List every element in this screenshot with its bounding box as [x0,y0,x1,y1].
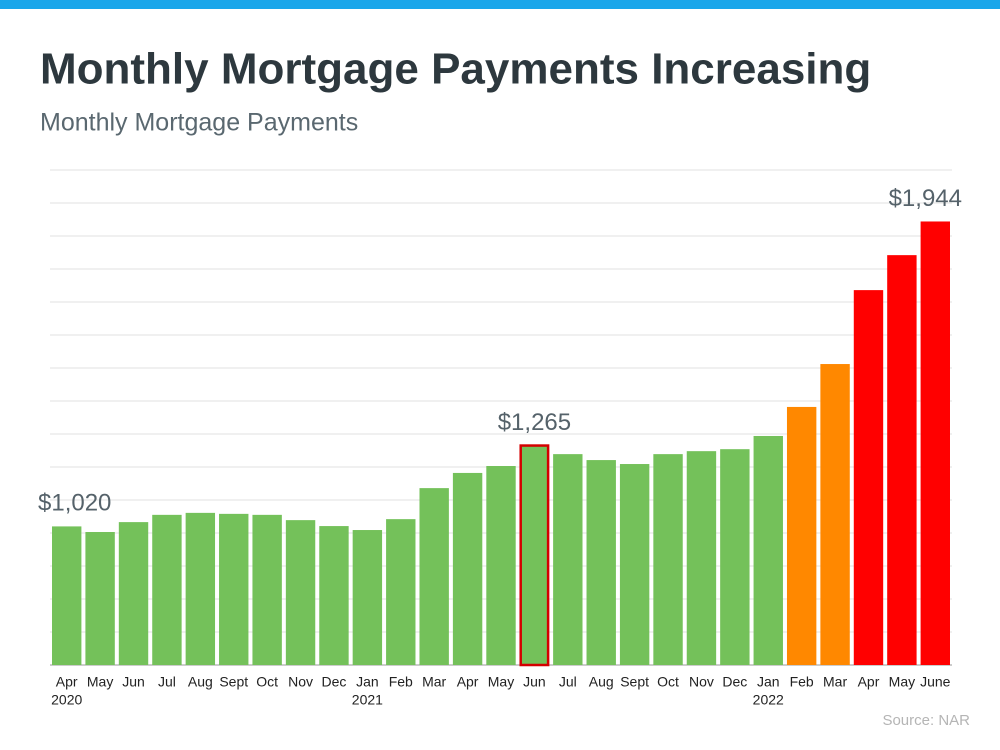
x-tick-label: Sept [620,674,649,690]
year-label: 2021 [352,692,383,708]
chart-title: Monthly Mortgage Payments Increasing [40,45,871,94]
year-label: 2020 [51,692,82,708]
bar [452,472,483,665]
x-tick-label: Feb [790,674,814,690]
x-tick-label: Mar [823,674,847,690]
bar [920,221,950,666]
bar [252,514,282,665]
x-tick-label: Jun [122,674,145,690]
x-tick-label: Jun [523,674,546,690]
bar [553,454,583,665]
x-tick-label: Oct [657,674,679,690]
bar [319,526,349,665]
bar [686,451,717,665]
bar [786,406,817,665]
bar [519,444,550,667]
x-tick-label: Jul [559,674,577,690]
top-strip [0,0,1000,9]
bar [285,520,316,665]
bar [586,460,616,665]
year-label: 2022 [753,692,784,708]
bar [653,454,683,665]
x-tick-label: Dec [722,674,747,690]
x-tick-label: May [87,674,113,690]
x-tick-label: Mar [422,674,446,690]
x-tick-label: Oct [256,674,278,690]
bar [720,449,750,665]
value-label: $1,265 [498,409,571,436]
bar [619,464,650,665]
x-tick-label: Apr [457,674,479,690]
bar [52,526,82,665]
bar [887,255,917,665]
bar [820,364,850,665]
bar [386,519,416,665]
x-tick-label: Dec [322,674,347,690]
bar [853,290,884,665]
x-tick-label: Jul [158,674,176,690]
x-tick-label: Feb [389,674,413,690]
bar [352,530,383,665]
x-tick-label: Nov [689,674,714,690]
x-tick-label: Apr [858,674,880,690]
x-tick-label: Jan [356,674,379,690]
bar [753,435,783,665]
x-tick-label: Nov [288,674,313,690]
source: Source: NAR [882,712,970,729]
x-tick-label: Sept [219,674,248,690]
x-tick-label: May [488,674,514,690]
x-tick-label: Apr [56,674,78,690]
bar [118,522,149,665]
x-tick-label: Aug [589,674,614,690]
chart-subtitle: Monthly Mortgage Payments [40,109,358,137]
bar [219,513,249,665]
bar [152,514,182,665]
x-tick-label: Jan [757,674,780,690]
value-label: $1,020 [38,490,111,517]
x-tick-label: June [920,674,951,690]
bar [486,466,516,665]
value-label: $1,944 [889,185,962,212]
bar [185,512,216,665]
x-tick-label: May [889,674,915,690]
bar [419,488,449,665]
bar [85,532,115,665]
x-tick-label: Aug [188,674,213,690]
